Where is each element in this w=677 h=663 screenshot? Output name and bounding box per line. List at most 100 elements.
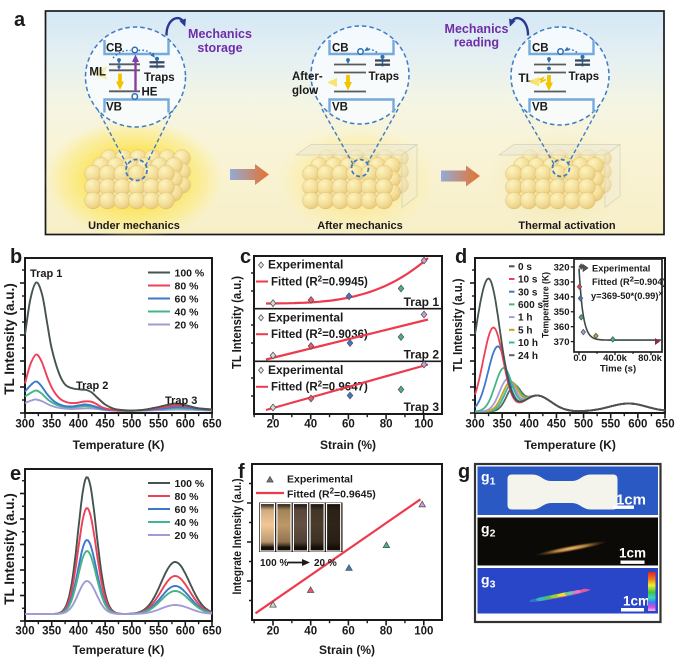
svg-text:400: 400 bbox=[69, 419, 88, 431]
svg-text:500: 500 bbox=[122, 419, 141, 431]
svg-text:450: 450 bbox=[547, 419, 566, 431]
svg-text:1 h: 1 h bbox=[518, 313, 532, 324]
svg-text:Trap 1: Trap 1 bbox=[30, 268, 62, 280]
svg-text:Thermal activation: Thermal activation bbox=[518, 220, 615, 232]
svg-text:b: b bbox=[10, 246, 22, 268]
svg-text:550: 550 bbox=[149, 419, 168, 431]
svg-text:10 h: 10 h bbox=[518, 338, 538, 349]
svg-text:80: 80 bbox=[380, 419, 393, 431]
svg-text:Traps: Traps bbox=[569, 71, 600, 83]
svg-text:20 %: 20 % bbox=[175, 530, 200, 542]
svg-text:350: 350 bbox=[42, 419, 61, 431]
svg-text:100 %: 100 % bbox=[175, 478, 205, 490]
svg-text:20: 20 bbox=[267, 626, 280, 638]
svg-text:24 h: 24 h bbox=[518, 351, 538, 362]
svg-text:Experimental: Experimental bbox=[268, 310, 343, 324]
svg-text:0 s: 0 s bbox=[518, 262, 532, 273]
svg-text:Experimental: Experimental bbox=[592, 263, 650, 273]
svg-text:370: 370 bbox=[554, 337, 570, 348]
svg-text:600: 600 bbox=[628, 419, 647, 431]
svg-text:650: 650 bbox=[655, 419, 674, 431]
svg-text:e: e bbox=[10, 463, 21, 485]
svg-text:Trap 3: Trap 3 bbox=[404, 400, 440, 414]
svg-text:500: 500 bbox=[574, 419, 593, 431]
svg-text:TL Intensity (a.u.): TL Intensity (a.u.) bbox=[2, 283, 17, 395]
svg-text:Experimental: Experimental bbox=[287, 474, 353, 486]
svg-text:Temperature (K): Temperature (K) bbox=[73, 643, 165, 657]
svg-text:40: 40 bbox=[304, 626, 317, 638]
svg-text:TL Intensity (a.u.): TL Intensity (a.u.) bbox=[451, 279, 465, 372]
svg-text:350: 350 bbox=[493, 419, 512, 431]
svg-text:400: 400 bbox=[69, 626, 88, 638]
svg-text:20 %: 20 % bbox=[314, 558, 337, 569]
svg-text:30 s: 30 s bbox=[518, 287, 538, 298]
svg-text:Mechanics: Mechanics bbox=[445, 22, 509, 36]
svg-text:100 %: 100 % bbox=[260, 558, 288, 569]
svg-text:Under mechanics: Under mechanics bbox=[88, 220, 180, 232]
svg-text:320: 320 bbox=[554, 262, 570, 273]
svg-text:d: d bbox=[455, 246, 467, 268]
svg-text:Fitted (R2=0.9645): Fitted (R2=0.9645) bbox=[287, 487, 376, 501]
svg-text:80 %: 80 % bbox=[175, 491, 200, 503]
svg-text:Trap 2: Trap 2 bbox=[404, 348, 440, 362]
svg-text:Traps: Traps bbox=[144, 72, 175, 84]
svg-text:HE: HE bbox=[142, 87, 158, 99]
svg-text:After-: After- bbox=[292, 71, 323, 83]
svg-text:300: 300 bbox=[465, 419, 484, 431]
svg-text:y=369-50*(0.99)x: y=369-50*(0.99)x bbox=[591, 288, 663, 301]
svg-text:100: 100 bbox=[414, 626, 433, 638]
svg-text:60: 60 bbox=[342, 626, 355, 638]
svg-text:Time (s): Time (s) bbox=[600, 364, 636, 375]
svg-text:Mechanics: Mechanics bbox=[188, 27, 252, 41]
svg-text:Temperature (K): Temperature (K) bbox=[541, 272, 552, 338]
svg-text:80.0k: 80.0k bbox=[638, 353, 662, 364]
svg-text:Strain (%): Strain (%) bbox=[320, 438, 376, 452]
svg-text:40: 40 bbox=[304, 419, 317, 431]
svg-text:550: 550 bbox=[149, 626, 168, 638]
svg-text:300: 300 bbox=[15, 626, 34, 638]
svg-text:Fitted (R2=0.9647): Fitted (R2=0.9647) bbox=[271, 380, 368, 394]
svg-text:VB: VB bbox=[106, 102, 122, 114]
svg-text:20 %: 20 % bbox=[175, 319, 200, 331]
svg-text:Trap 2: Trap 2 bbox=[76, 380, 108, 392]
svg-text:TL Intensity (a.u.): TL Intensity (a.u.) bbox=[230, 276, 244, 369]
svg-text:80 %: 80 % bbox=[175, 280, 200, 292]
svg-text:40 %: 40 % bbox=[175, 517, 200, 529]
svg-text:340: 340 bbox=[554, 292, 570, 303]
svg-text:100: 100 bbox=[414, 419, 433, 431]
svg-text:VB: VB bbox=[332, 102, 348, 114]
svg-text:60: 60 bbox=[342, 419, 355, 431]
svg-text:100 %: 100 % bbox=[175, 267, 205, 279]
svg-text:CB: CB bbox=[332, 43, 349, 55]
svg-text:40 %: 40 % bbox=[175, 306, 200, 318]
svg-text:Integrate Intensity (a.u.): Integrate Intensity (a.u.) bbox=[232, 478, 244, 594]
svg-text:350: 350 bbox=[554, 307, 570, 318]
svg-text:10 s: 10 s bbox=[518, 275, 538, 286]
svg-text:1cm: 1cm bbox=[616, 492, 646, 509]
svg-text:450: 450 bbox=[96, 626, 115, 638]
svg-text:0.0: 0.0 bbox=[573, 353, 586, 364]
svg-text:TL Intensity (a.u.): TL Intensity (a.u.) bbox=[2, 493, 17, 605]
svg-text:Temperature (K): Temperature (K) bbox=[73, 438, 165, 452]
svg-text:80: 80 bbox=[380, 626, 393, 638]
svg-text:glow: glow bbox=[292, 85, 318, 97]
svg-text:650: 650 bbox=[202, 419, 221, 431]
svg-text:600 s: 600 s bbox=[518, 300, 543, 311]
svg-text:400: 400 bbox=[520, 419, 539, 431]
svg-text:360: 360 bbox=[554, 322, 570, 333]
svg-text:CB: CB bbox=[106, 43, 123, 55]
svg-text:450: 450 bbox=[96, 419, 115, 431]
svg-text:600: 600 bbox=[176, 626, 195, 638]
svg-text:VB: VB bbox=[532, 102, 548, 114]
svg-text:g: g bbox=[458, 461, 470, 483]
svg-text:Experimental: Experimental bbox=[268, 258, 343, 272]
svg-text:5 h: 5 h bbox=[518, 325, 532, 336]
svg-text:Fitted (R2=0.904): Fitted (R2=0.904) bbox=[592, 274, 666, 287]
svg-text:After mechanics: After mechanics bbox=[317, 220, 403, 232]
svg-text:Fitted (R2=0.9945): Fitted (R2=0.9945) bbox=[271, 274, 368, 288]
svg-text:1cm: 1cm bbox=[619, 546, 646, 561]
svg-text:60 %: 60 % bbox=[175, 293, 200, 305]
svg-text:500: 500 bbox=[122, 626, 141, 638]
svg-text:reading: reading bbox=[454, 36, 499, 50]
svg-text:60 %: 60 % bbox=[175, 504, 200, 516]
